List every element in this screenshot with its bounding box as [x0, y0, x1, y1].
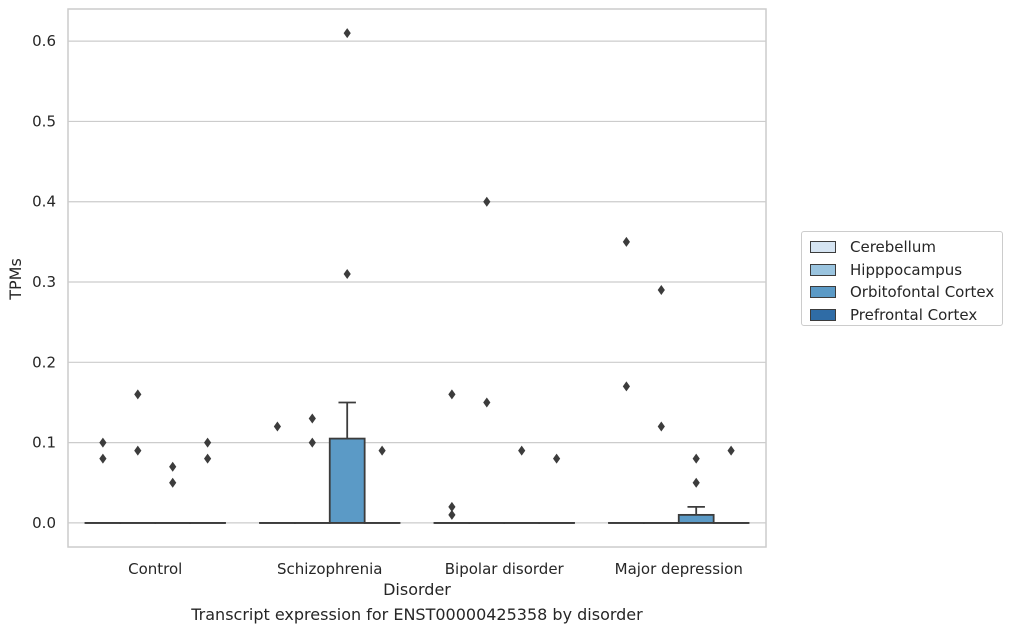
- y-tick-label: 0.4: [32, 193, 56, 211]
- legend-swatch: [810, 263, 836, 276]
- box-group: [119, 389, 157, 524]
- outlier-point: [134, 445, 142, 456]
- grid-lines: [68, 40, 766, 524]
- y-tick-labels: 0.0 0.1 0.2 0.3 0.4 0.5 0.6: [32, 32, 56, 532]
- legend-label: Orbitofontal Cortex: [850, 283, 995, 302]
- outlier-point: [169, 477, 177, 488]
- box-group: [154, 461, 192, 524]
- outlier-point: [308, 413, 316, 424]
- outlier-point: [343, 268, 351, 279]
- outlier-point: [378, 445, 386, 456]
- box-group: [468, 196, 506, 524]
- legend-label: Prefrontal Cortex: [850, 305, 978, 324]
- outlier-point: [273, 421, 281, 432]
- y-tick-label: 0.0: [32, 514, 56, 532]
- box-group: [503, 445, 541, 524]
- outlier-point: [343, 28, 351, 39]
- outlier-point: [448, 509, 456, 520]
- outlier-point: [657, 285, 665, 296]
- outlier-point: [448, 389, 456, 400]
- outlier-point: [483, 196, 491, 207]
- x-tick-label: Major depression: [615, 560, 743, 578]
- x-tick-labels: Control Schizophrenia Bipolar disorder Majo…: [128, 560, 743, 578]
- box-group: [712, 445, 750, 524]
- outlier-point: [448, 501, 456, 512]
- box-group: [84, 437, 122, 524]
- outlier-point: [483, 397, 491, 408]
- x-axis-label: Disorder: [383, 580, 451, 599]
- outlier-point: [518, 445, 526, 456]
- box-group: [189, 437, 226, 524]
- y-axis-label: TPMs: [6, 258, 25, 301]
- box: [328, 437, 366, 524]
- legend-label: Cerebellum: [850, 238, 936, 257]
- legend-item: Prefrontal Cortex: [810, 304, 1002, 327]
- box-group: [677, 453, 715, 524]
- x-tick-label: Control: [128, 560, 182, 578]
- box-group: [259, 421, 296, 524]
- outlier-point: [692, 453, 700, 464]
- outlier-point: [692, 477, 700, 488]
- chart-caption: Transcript expression for ENST0000042535…: [191, 605, 643, 624]
- legend-swatch: [810, 286, 836, 299]
- box-group: [538, 453, 575, 524]
- outlier-point: [134, 389, 142, 400]
- box-group: [608, 236, 645, 524]
- box: [677, 513, 715, 524]
- legend-swatch: [810, 241, 836, 254]
- outlier-point: [622, 381, 630, 392]
- box-group: [363, 445, 401, 524]
- outlier-point: [169, 461, 177, 472]
- outlier-point: [99, 453, 107, 464]
- y-tick-label: 0.1: [32, 434, 56, 452]
- outlier-point: [553, 453, 561, 464]
- legend-item: Cerebellum: [810, 236, 1002, 259]
- outlier-point: [657, 421, 665, 432]
- y-tick-label: 0.6: [32, 32, 56, 50]
- y-tick-label: 0.2: [32, 353, 56, 371]
- x-tick-label: Schizophrenia: [277, 560, 382, 578]
- legend-item: Hipppocampus: [810, 259, 1002, 282]
- box-group: [642, 285, 680, 524]
- outlier-point: [204, 453, 212, 464]
- legend-item: Orbitofontal Cortex: [810, 281, 1002, 304]
- legend-swatch: [810, 308, 836, 321]
- legend-label: Hipppocampus: [850, 260, 963, 279]
- outlier-point: [727, 445, 735, 456]
- outlier-point: [622, 236, 630, 247]
- x-tick-label: Bipolar disorder: [445, 560, 565, 578]
- legend: Cerebellum Hipppocampus Orbitofontal Corte…: [801, 231, 1003, 326]
- boxes-layer: [84, 28, 750, 524]
- y-tick-label: 0.5: [32, 112, 56, 130]
- outlier-point: [99, 437, 107, 448]
- outlier-point: [308, 437, 316, 448]
- y-tick-label: 0.3: [32, 273, 56, 291]
- box-group: [328, 28, 366, 524]
- box-group: [433, 389, 471, 524]
- plot-frame: [67, 8, 767, 548]
- box-group: [293, 413, 331, 524]
- outlier-point: [204, 437, 212, 448]
